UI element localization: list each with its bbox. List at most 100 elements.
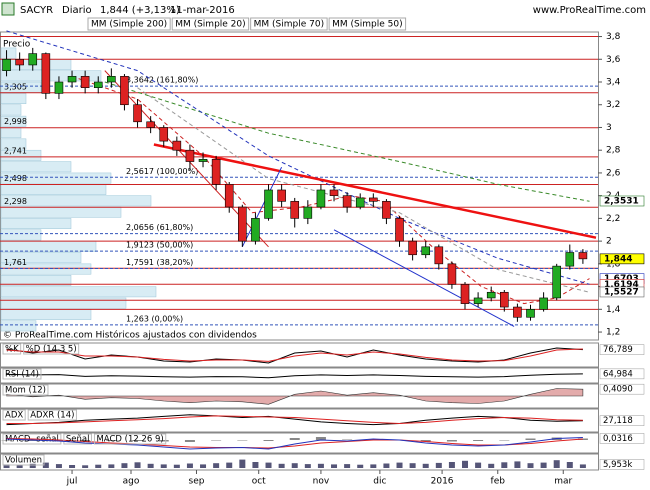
legend-box <box>250 17 328 31</box>
y-tick-label: 3,6 <box>606 55 621 65</box>
candle-body <box>120 76 129 106</box>
indicator-label-box <box>63 433 92 445</box>
moving-average <box>71 75 590 305</box>
moving-average <box>104 81 590 202</box>
candle-body <box>290 201 300 219</box>
support-label: 2,741 <box>4 146 27 155</box>
fib-label: 2,5617 (100,00%) <box>126 167 198 176</box>
indicator-bar <box>475 462 482 468</box>
moving-average <box>137 87 590 293</box>
indicator-panel <box>0 408 599 433</box>
support-label: 3,305 <box>4 82 27 91</box>
main-panel <box>0 31 599 341</box>
indicator-bar <box>3 464 10 468</box>
indicator-label-box <box>2 433 62 445</box>
indicator-value: 27,118 <box>603 416 633 426</box>
indicator-bar <box>16 465 23 468</box>
volume-profile-bar <box>0 252 82 264</box>
fib-label: 1,263 (0,00%) <box>126 314 183 323</box>
indicator-label: RSI (14) <box>5 370 39 380</box>
indicator-bar <box>317 463 324 468</box>
candle-body <box>539 297 548 310</box>
indicator-bar <box>239 459 246 468</box>
candle-body <box>28 53 38 66</box>
candle-body <box>329 189 339 196</box>
x-tick-label: ago <box>123 477 140 487</box>
x-tick-label: 2016 <box>431 477 454 487</box>
volume-profile-bar <box>0 47 17 59</box>
indicator-bar <box>473 440 484 441</box>
indicator-bar <box>55 464 62 468</box>
volume-profile-bar <box>0 218 72 230</box>
indicator-label: Mom (12) <box>5 386 46 396</box>
x-tick-label: oct <box>252 477 266 487</box>
candle-body <box>473 297 483 304</box>
volume-profile-bar <box>0 274 72 286</box>
candle-body <box>264 189 273 219</box>
indicator-bar <box>184 440 195 442</box>
fib-label: 1,7591 (38,20%) <box>126 258 193 267</box>
indicator-bar <box>342 439 353 440</box>
indicator-bar <box>383 463 390 468</box>
indicator-line <box>6 373 583 379</box>
indicator-label-box <box>2 454 45 466</box>
candle-body <box>198 158 208 162</box>
last-price: 1,844 (+3,13%) <box>100 5 180 16</box>
candle-body <box>552 265 562 299</box>
candle-body <box>238 206 247 242</box>
candle-body <box>460 284 470 304</box>
y-tick-label: 1,2 <box>606 328 620 338</box>
candle-body <box>224 183 234 208</box>
indicator-area <box>6 388 584 405</box>
indicator-bar <box>82 465 89 468</box>
legend-box <box>171 17 250 31</box>
indicator-line <box>6 415 583 425</box>
candle-body <box>211 158 221 185</box>
volume-profile-bar <box>0 149 42 161</box>
y-tick-label: 1,4 <box>606 305 621 315</box>
candle-body <box>434 246 444 265</box>
support-label: 2,998 <box>4 117 27 126</box>
volume-profile-bar <box>0 297 127 309</box>
y-tick-label: 1,8 <box>606 259 621 269</box>
indicator-bar <box>211 440 222 441</box>
chart-title: SACYR <box>20 5 53 16</box>
candle-body <box>578 252 588 260</box>
indicator-bar <box>357 464 364 468</box>
indicator-label-box <box>2 409 26 421</box>
indicator-label-box <box>27 409 77 421</box>
price-label: 1,5527 <box>604 287 639 297</box>
volume-profile-bar <box>0 195 152 207</box>
indicator-bar <box>121 463 128 468</box>
price-label-box <box>599 195 645 207</box>
fib-label: 1,9123 (50,00%) <box>126 241 193 250</box>
indicator-bar <box>106 440 117 441</box>
indicator-value: 5,953k <box>603 460 632 470</box>
y-tick-label: 3,4 <box>606 78 621 88</box>
indicator-bar <box>186 463 193 468</box>
indicator-bar <box>158 440 169 442</box>
y-tick-label: 2,8 <box>606 146 621 156</box>
legend-label: MM (Simple 50) <box>332 20 402 30</box>
indicator-bar <box>289 438 300 440</box>
indicator-label: ADX <box>5 411 23 421</box>
indicator-bar <box>422 463 429 468</box>
watermark: www.ProRealTime.com <box>533 5 646 16</box>
y-tick-label: 3,2 <box>606 100 620 110</box>
volume-profile-bar <box>0 184 107 195</box>
period: Diario <box>62 5 92 16</box>
candle-body <box>565 252 575 267</box>
candle-body <box>172 140 182 151</box>
support-label: 2,298 <box>4 197 27 206</box>
x-tick-label: nov <box>313 477 330 487</box>
volume-profile-bar <box>0 309 92 320</box>
date: 11-mar-2016 <box>170 5 235 16</box>
volume-profile-bar <box>0 229 42 241</box>
candle-body <box>342 195 352 208</box>
indicator-label-box <box>93 433 167 445</box>
indicator-bar <box>540 462 547 468</box>
indicator-label: %K <box>5 345 19 355</box>
volume-profile-bar <box>0 206 122 218</box>
candle-body <box>159 127 169 142</box>
